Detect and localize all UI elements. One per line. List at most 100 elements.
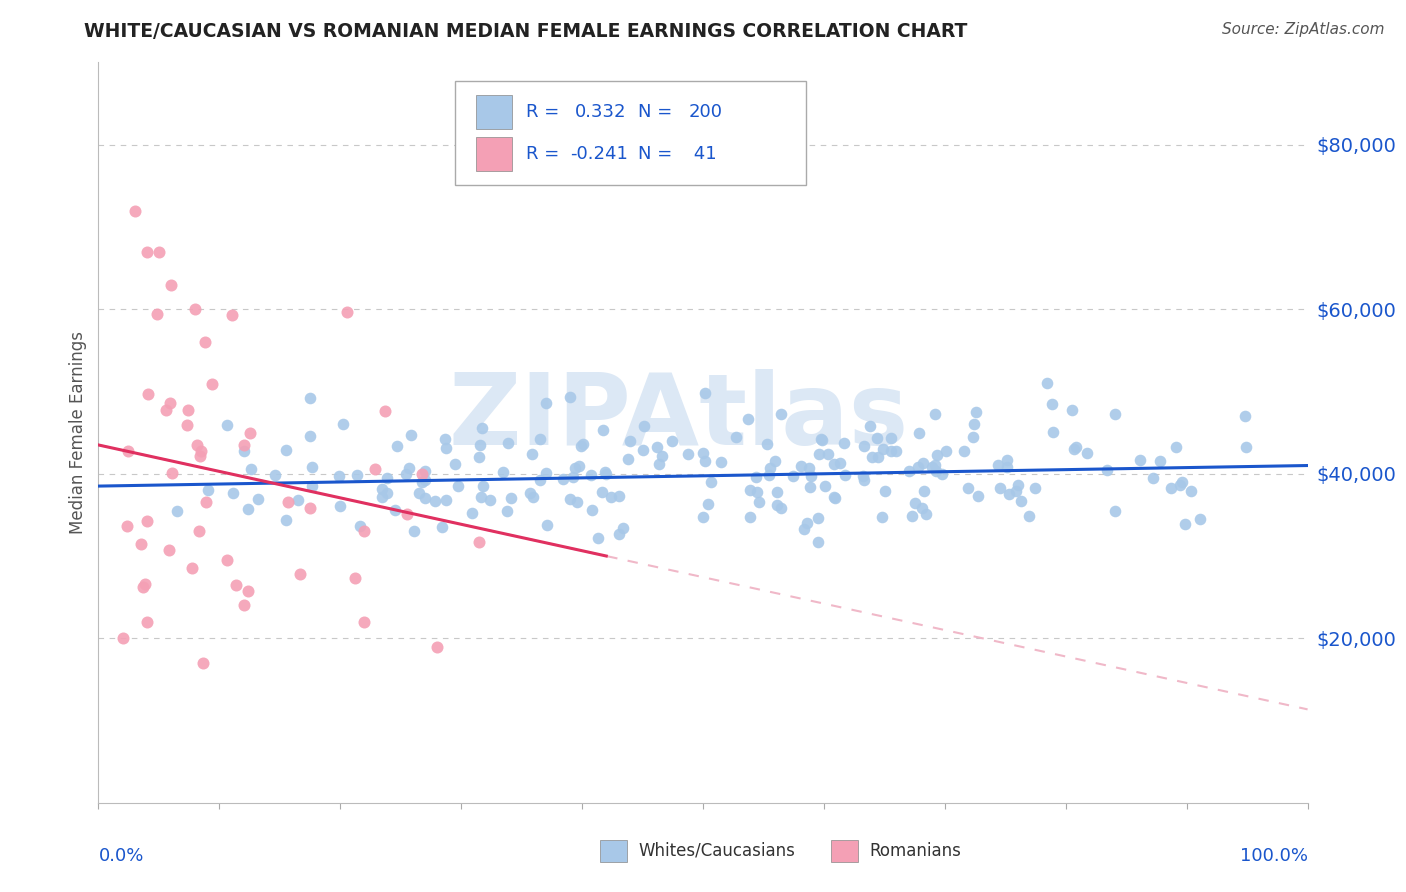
Point bbox=[160, 466, 183, 480]
Text: N =: N = bbox=[638, 103, 678, 120]
Point bbox=[925, 464, 948, 478]
Point bbox=[1007, 478, 1029, 492]
Text: R =: R = bbox=[526, 103, 565, 120]
Point bbox=[499, 491, 522, 505]
Point bbox=[738, 483, 761, 498]
Point bbox=[177, 402, 200, 417]
Point bbox=[470, 490, 492, 504]
Point bbox=[619, 434, 641, 448]
Point bbox=[519, 485, 541, 500]
Point bbox=[188, 449, 211, 463]
Point bbox=[1180, 484, 1202, 499]
Text: 200: 200 bbox=[689, 103, 723, 120]
Point bbox=[155, 403, 177, 417]
Point bbox=[987, 458, 1010, 472]
Point bbox=[588, 531, 610, 545]
Point bbox=[800, 469, 823, 483]
Point bbox=[988, 481, 1011, 495]
Point bbox=[967, 489, 990, 503]
Point bbox=[875, 483, 897, 498]
Text: N =: N = bbox=[638, 145, 678, 163]
Point bbox=[136, 244, 159, 259]
Point bbox=[181, 561, 204, 575]
FancyBboxPatch shape bbox=[456, 81, 806, 185]
Point bbox=[529, 433, 551, 447]
Point bbox=[738, 510, 761, 524]
Point bbox=[408, 485, 430, 500]
Point bbox=[434, 493, 457, 508]
Point bbox=[478, 493, 501, 508]
Point bbox=[568, 459, 591, 474]
Point bbox=[496, 504, 519, 518]
Point bbox=[301, 478, 323, 492]
Point bbox=[1149, 454, 1171, 468]
Point bbox=[593, 465, 616, 479]
Point bbox=[404, 524, 426, 538]
Text: R =: R = bbox=[526, 145, 565, 163]
Point bbox=[766, 485, 789, 500]
Point bbox=[287, 493, 309, 508]
Point bbox=[569, 438, 592, 452]
Point bbox=[374, 403, 396, 417]
Point bbox=[769, 407, 792, 421]
Point bbox=[872, 510, 894, 524]
Point bbox=[159, 396, 181, 410]
Point bbox=[872, 442, 894, 457]
Point bbox=[1005, 484, 1028, 499]
Point bbox=[963, 417, 986, 431]
Point bbox=[799, 480, 821, 494]
Point bbox=[581, 503, 603, 517]
Point bbox=[898, 464, 921, 478]
Point bbox=[1063, 442, 1085, 456]
Point bbox=[460, 506, 482, 520]
Point bbox=[807, 535, 830, 549]
Point bbox=[956, 481, 979, 495]
Point bbox=[921, 460, 943, 475]
Point bbox=[364, 462, 387, 476]
Point bbox=[965, 404, 987, 418]
Point bbox=[399, 428, 422, 442]
Point bbox=[135, 615, 157, 629]
Point bbox=[522, 490, 544, 504]
Point bbox=[446, 479, 468, 493]
Point bbox=[136, 387, 159, 401]
Point bbox=[852, 469, 875, 483]
Point bbox=[398, 461, 420, 475]
Point bbox=[852, 473, 875, 487]
Point bbox=[166, 504, 188, 518]
Point bbox=[770, 500, 793, 515]
Point bbox=[1234, 440, 1257, 454]
Point bbox=[288, 566, 311, 581]
Point bbox=[1010, 493, 1032, 508]
Point bbox=[651, 449, 673, 463]
Point bbox=[124, 203, 146, 218]
Point bbox=[136, 514, 159, 528]
Point bbox=[745, 484, 768, 499]
Point bbox=[914, 507, 936, 521]
Text: -0.241: -0.241 bbox=[569, 145, 628, 163]
Point bbox=[607, 526, 630, 541]
Point bbox=[810, 432, 832, 446]
Point bbox=[394, 467, 416, 481]
Point bbox=[117, 444, 139, 458]
Point bbox=[763, 454, 786, 468]
Point bbox=[201, 377, 224, 392]
Point bbox=[935, 443, 957, 458]
Point bbox=[617, 451, 640, 466]
Point bbox=[353, 615, 375, 629]
Point bbox=[1189, 512, 1212, 526]
Point bbox=[371, 491, 394, 505]
Point bbox=[221, 308, 243, 322]
Point bbox=[413, 464, 436, 478]
Point bbox=[298, 501, 321, 516]
Point bbox=[692, 510, 714, 524]
Point bbox=[298, 429, 321, 443]
Point bbox=[471, 478, 494, 492]
Point bbox=[758, 468, 780, 483]
Point bbox=[571, 437, 593, 451]
Point bbox=[329, 499, 352, 513]
Point bbox=[529, 473, 551, 487]
Point bbox=[443, 457, 465, 471]
Point bbox=[907, 425, 929, 440]
Point bbox=[134, 577, 156, 591]
